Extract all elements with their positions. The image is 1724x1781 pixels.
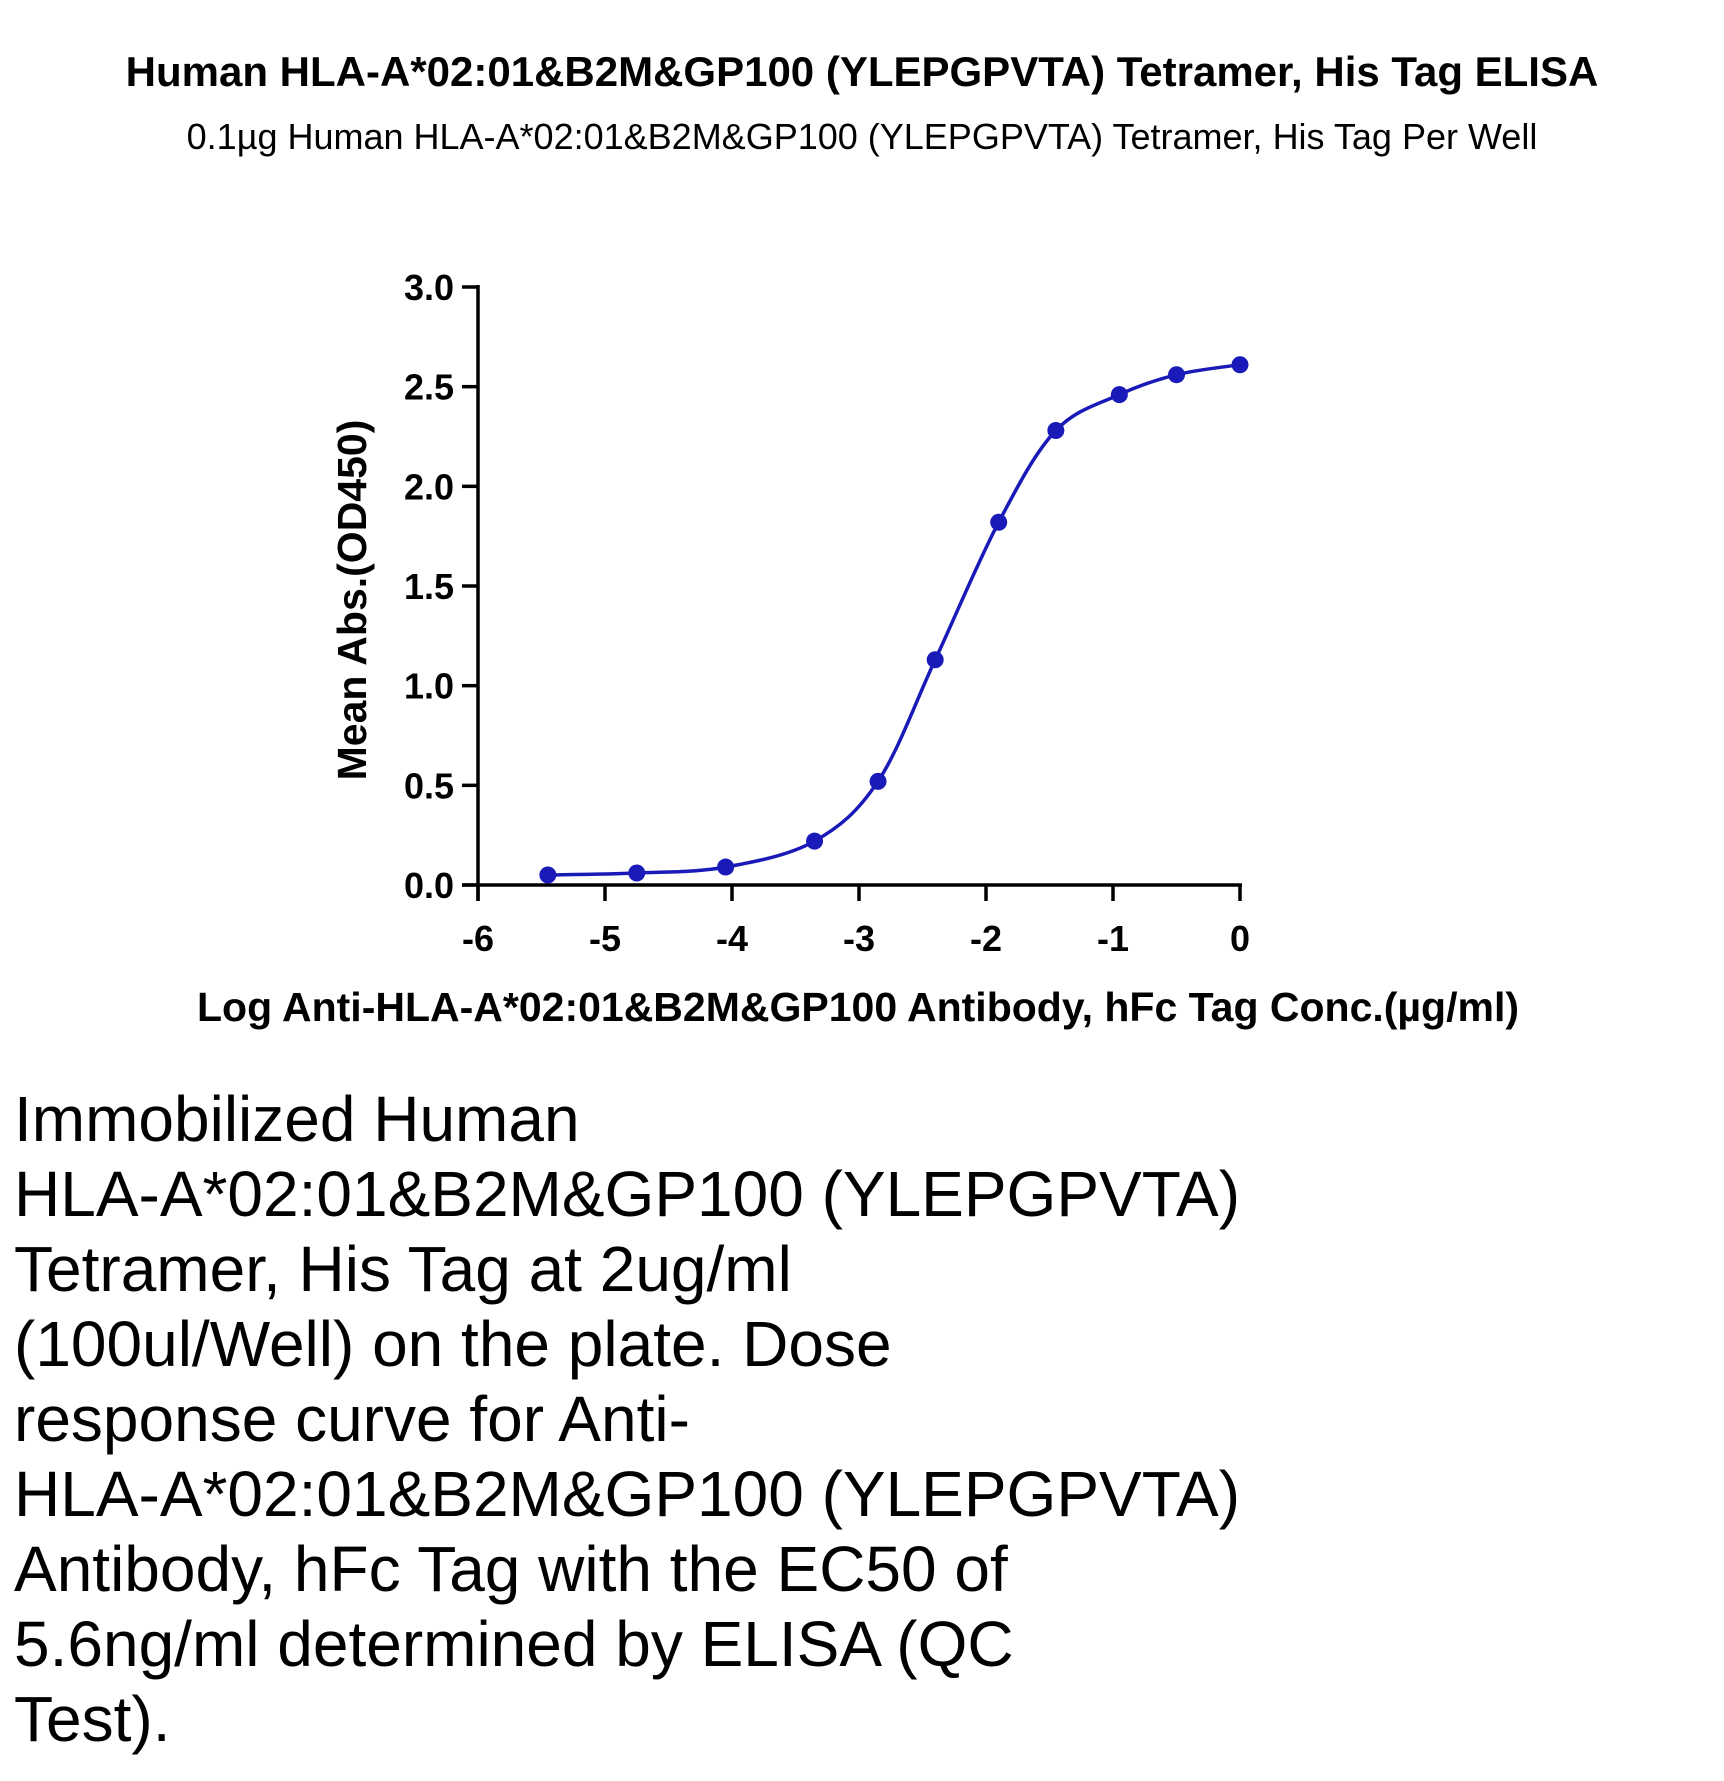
- x-axis-label: Log Anti-HLA-A*02:01&B2M&GP100 Antibody,…: [197, 984, 1519, 1030]
- x-tick-label: -2: [970, 918, 1002, 959]
- elisa-chart: 0.0 0.5 1.0 1.5 2.0 2.5 3.0 -6 -5 -4 -3 -2 -1 0 Mean …: [197, 267, 1519, 1030]
- y-tick-label: 3.0: [404, 267, 454, 308]
- data-points-layer: [539, 356, 1249, 884]
- data-point: [539, 866, 557, 884]
- data-point: [926, 651, 944, 669]
- data-point: [806, 832, 824, 850]
- data-point: [628, 864, 646, 882]
- y-tick-label: 0.5: [404, 765, 454, 806]
- data-point: [717, 858, 735, 876]
- y-tick-label: 2.0: [404, 466, 454, 507]
- fit-curve-layer: [547, 362, 1241, 877]
- x-tick-label: -6: [462, 918, 494, 959]
- y-axis-label: Mean Abs.(OD450): [329, 420, 375, 781]
- chart-title: Human HLA-A*02:01&B2M&GP100 (YLEPGPVTA) …: [125, 48, 1599, 95]
- figure-caption: Immobilized Human HLA-A*02:01&B2M&GP100 …: [14, 1083, 1241, 1755]
- data-point: [1231, 356, 1249, 374]
- chart-axes: 0.0 0.5 1.0 1.5 2.0 2.5 3.0 -6 -5 -4 -3 -2 -1 0: [404, 267, 1250, 959]
- x-tick-label: -4: [716, 918, 748, 959]
- y-tick-label: 1.5: [404, 566, 454, 607]
- y-tick-label: 1.0: [404, 666, 454, 707]
- x-tick-label: -3: [843, 918, 875, 959]
- x-tick-label: -1: [1097, 918, 1129, 959]
- x-tick-label: -5: [589, 918, 621, 959]
- fit-curve: [547, 362, 1241, 877]
- data-point: [1047, 422, 1065, 440]
- data-point: [869, 772, 887, 790]
- data-point: [1110, 386, 1128, 404]
- data-point: [1168, 366, 1185, 384]
- y-tick-label: 2.5: [404, 367, 454, 408]
- y-tick-label: 0.0: [404, 865, 454, 906]
- data-point: [990, 513, 1008, 531]
- x-tick-label: 0: [1230, 918, 1250, 959]
- chart-subtitle: 0.1µg Human HLA-A*02:01&B2M&GP100 (YLEPG…: [186, 116, 1538, 157]
